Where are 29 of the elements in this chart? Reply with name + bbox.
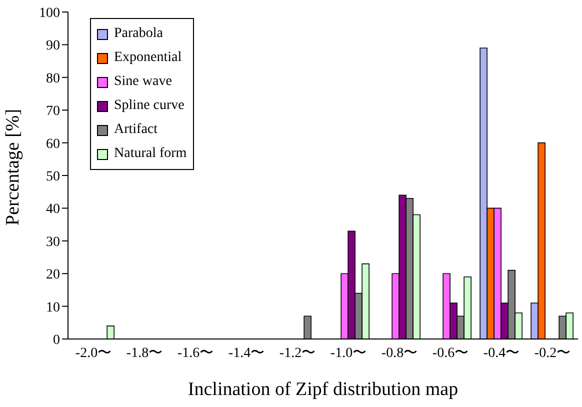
y-tick-label: 30: [46, 234, 60, 250]
x-tick-label: -0.8〜: [381, 346, 418, 361]
y-tick-label: 100: [39, 6, 60, 21]
legend-label: Exponential: [114, 49, 182, 67]
x-tick-label: -1.8〜: [126, 346, 163, 361]
x-tick-label: -0.2〜: [534, 346, 571, 361]
y-tick-label: 80: [46, 71, 60, 86]
y-tick-label: 50: [46, 169, 60, 184]
legend-label: Sine wave: [114, 73, 172, 91]
legend-label: Artifact: [114, 121, 158, 139]
x-tick-label: -1.2〜: [279, 346, 316, 361]
y-tick-label: 0: [53, 332, 60, 348]
x-tick-label: -0.6〜: [432, 346, 469, 361]
y-tick-label: 90: [46, 38, 60, 54]
y-tick-label: 60: [46, 136, 60, 152]
legend-label: Parabola: [114, 25, 163, 43]
y-tick-label: 70: [46, 104, 60, 120]
y-tick-label: 20: [46, 268, 60, 283]
x-tick-label: -1.0〜: [330, 346, 367, 361]
y-axis-title: Percentage [%]: [2, 108, 24, 226]
y-tick-label: 40: [46, 202, 60, 218]
legend-label: Spline curve: [114, 97, 184, 115]
y-tick-label: 10: [46, 300, 60, 316]
x-tick-label: -1.4〜: [228, 346, 265, 361]
legend-label: Natural form: [114, 145, 187, 163]
x-tick-label: -1.6〜: [177, 346, 214, 361]
x-axis-title: Inclination of Zipf distribution map: [188, 379, 458, 400]
x-tick-label: -0.4〜: [483, 346, 520, 361]
x-tick-label: -2.0〜: [75, 346, 112, 361]
